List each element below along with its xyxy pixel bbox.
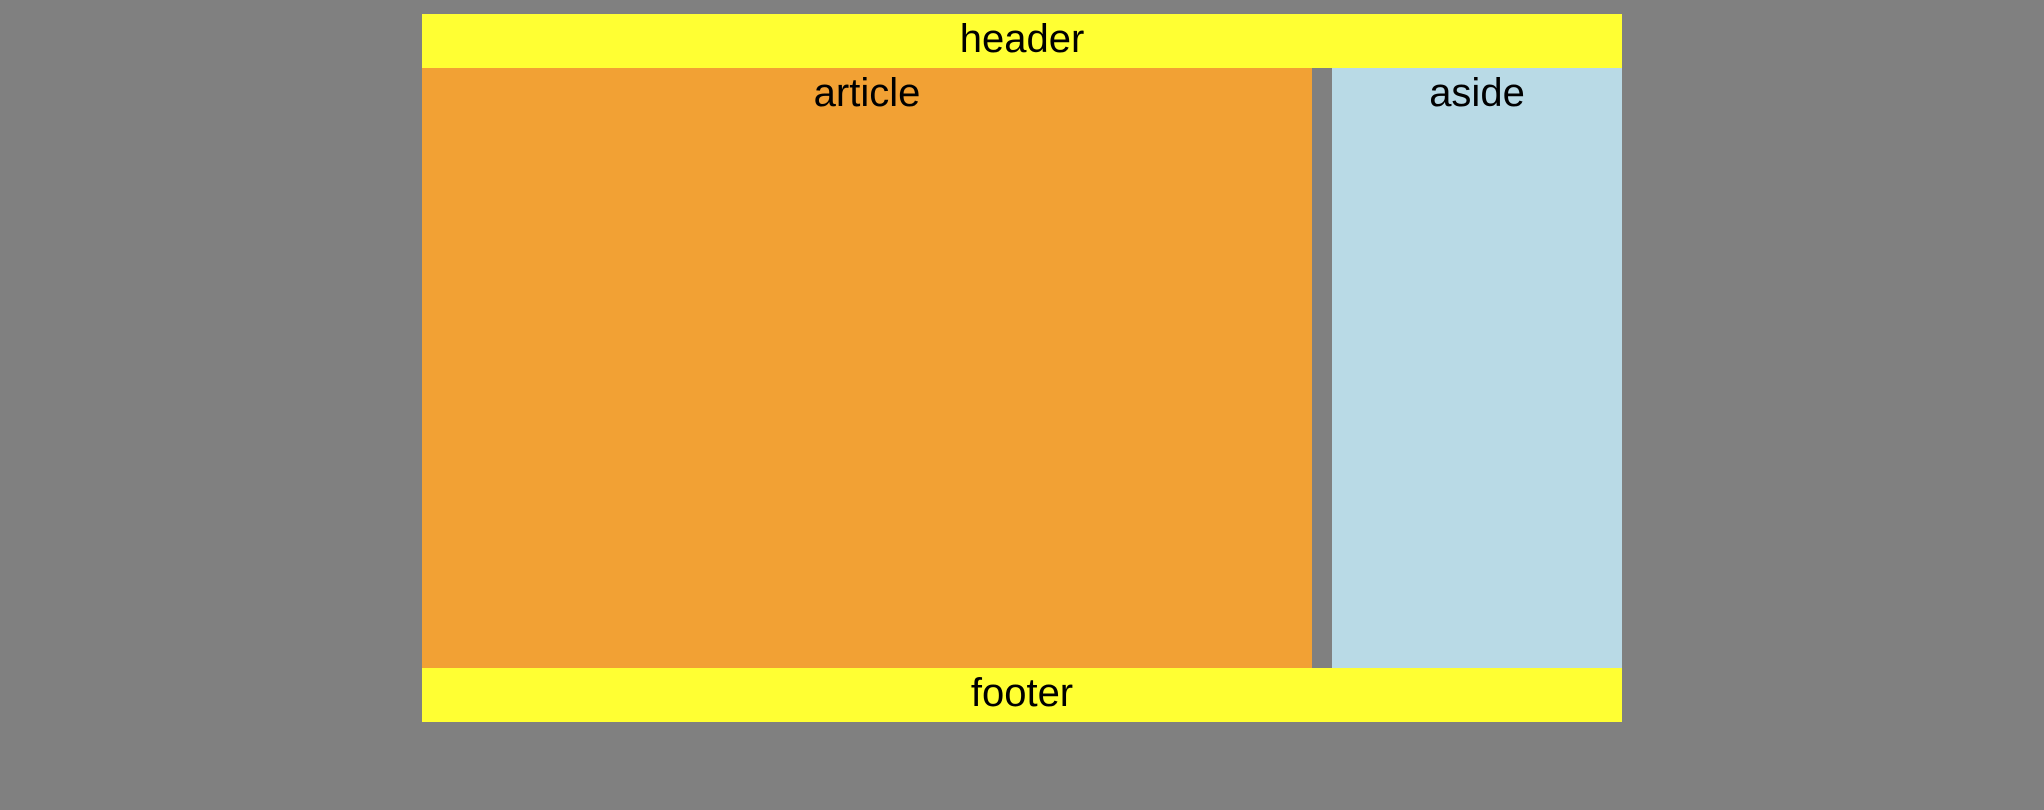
footer-region: footer xyxy=(422,668,1622,722)
article-region: article xyxy=(422,68,1312,668)
main-row: article aside xyxy=(422,68,1622,668)
header-region: header xyxy=(422,14,1622,68)
aside-region: aside xyxy=(1332,68,1622,668)
layout-container: header article aside footer xyxy=(422,14,1622,722)
column-gap xyxy=(1312,68,1332,668)
